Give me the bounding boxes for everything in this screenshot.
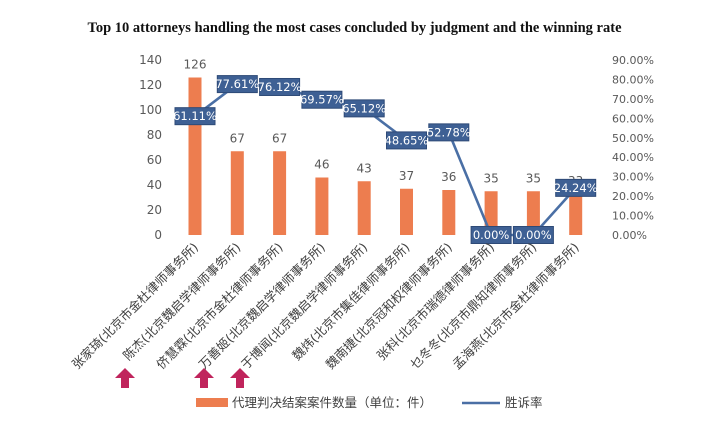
rate-label-box — [470, 226, 512, 244]
right-tick-label: 60.00% — [612, 112, 654, 125]
bar — [188, 77, 202, 235]
bar-value-label: 37 — [399, 169, 414, 183]
bar-value-label: 43 — [357, 161, 372, 175]
rate-value-label: 76.12% — [258, 80, 302, 94]
rate-label-box — [259, 77, 301, 96]
bar — [315, 177, 329, 235]
rate-value-label: 0.00% — [515, 228, 552, 242]
rate-value-label: 61.11% — [173, 109, 217, 123]
right-axis: 0.00% 10.00% 20.00% 30.00% 40.00% 50.00% 60.00… — [612, 54, 654, 242]
rate-label-box — [428, 123, 470, 142]
bar-value-label: 36 — [441, 170, 456, 184]
right-tick-label: 20.00% — [612, 190, 654, 203]
bar-value-label: 67 — [230, 131, 245, 145]
bar — [569, 193, 583, 235]
left-tick-label: 40 — [147, 178, 162, 192]
rate-label-box — [301, 90, 343, 109]
right-tick-label: 80.00% — [612, 73, 654, 86]
rate-line — [194, 82, 577, 237]
arrow-up-icon — [115, 368, 135, 388]
rate-label-box — [512, 226, 554, 244]
right-tick-label: 0.00% — [612, 229, 647, 242]
bar — [357, 181, 371, 235]
rate-label-box — [216, 75, 258, 94]
legend-bar-label: 代理判决结案案件数量（单位：件） — [232, 395, 432, 410]
left-tick-label: 20 — [147, 203, 162, 217]
rate-label-box — [174, 107, 216, 126]
left-tick-label: 60 — [147, 153, 162, 167]
arrow-markers — [115, 368, 250, 388]
bar-value-label: 67 — [272, 131, 287, 145]
right-tick-label: 30.00% — [612, 171, 654, 184]
bar — [230, 151, 244, 235]
rate-value-label: 24.24% — [554, 181, 598, 195]
arrow-up-icon — [230, 368, 250, 388]
right-tick-label: 70.00% — [612, 93, 654, 106]
rate-series: 61.11% 77.61%76.12%69.57%65.12% 48.65%52.7… — [173, 75, 598, 244]
right-tick-label: 40.00% — [612, 151, 654, 164]
rate-value-label: 48.65% — [385, 133, 429, 147]
legend: 代理判决结案案件数量（单位：件） 胜诉率 — [196, 395, 543, 410]
right-tick-label: 50.00% — [612, 132, 654, 145]
rate-value-label: 52.78% — [427, 125, 471, 139]
left-tick-label: 0 — [154, 228, 162, 242]
rate-value-label: 77.61% — [215, 77, 259, 91]
bar — [273, 151, 287, 235]
legend-line-label: 胜诉率 — [505, 395, 543, 410]
left-tick-label: 80 — [147, 128, 162, 142]
category-labels: 张家琦(北京市金杜律师事务所)陈杰(北京魏启学律师事务所)侪慧霖(北京市金杜律师… — [69, 240, 582, 372]
rate-label-box — [555, 178, 597, 197]
arrow-up-icon — [194, 368, 214, 388]
left-axis: 0 20 40 60 80 100 120 140 — [139, 53, 162, 242]
bar-value-label: 46 — [314, 158, 329, 172]
rate-value-label: 65.12% — [342, 101, 386, 115]
rate-label-box — [386, 131, 427, 150]
bar-value-label: 35 — [483, 171, 498, 185]
bar-value-label: 126 — [184, 58, 207, 72]
rate-label-box — [343, 99, 385, 118]
left-tick-label: 100 — [139, 103, 162, 117]
chart-title: Top 10 attorneys handling the most cases… — [87, 20, 622, 36]
bar — [442, 190, 456, 235]
rate-value-label: 0.00% — [473, 228, 510, 242]
bar — [400, 188, 413, 235]
right-tick-label: 90.00% — [612, 54, 654, 67]
bar-value-label: 35 — [526, 171, 541, 185]
rate-value-label: 69.57% — [300, 93, 344, 107]
bar — [526, 191, 540, 235]
left-tick-label: 120 — [139, 78, 162, 92]
left-tick-label: 140 — [139, 53, 162, 67]
legend-bar-swatch — [196, 398, 228, 407]
right-tick-label: 10.00% — [612, 210, 654, 223]
